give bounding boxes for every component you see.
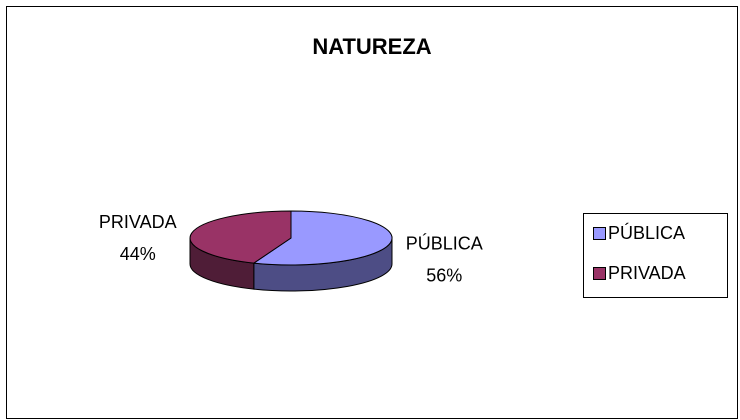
slice <box>252 210 393 266</box>
legend-label: PÚBLICA <box>608 222 685 243</box>
data-label-name: PRIVADA <box>99 212 177 232</box>
data-label-value: 56% <box>426 265 462 285</box>
data-label-name: PÚBLICA <box>406 232 483 253</box>
chart-frame <box>6 6 738 419</box>
data-label-value: 44% <box>120 244 156 264</box>
legend-box <box>583 213 728 298</box>
legend-swatch <box>593 267 606 280</box>
chart-title: NATUREZA <box>312 34 431 59</box>
legend-swatch <box>593 227 606 240</box>
legend-label: PRIVADA <box>608 263 686 283</box>
slice <box>189 210 292 264</box>
